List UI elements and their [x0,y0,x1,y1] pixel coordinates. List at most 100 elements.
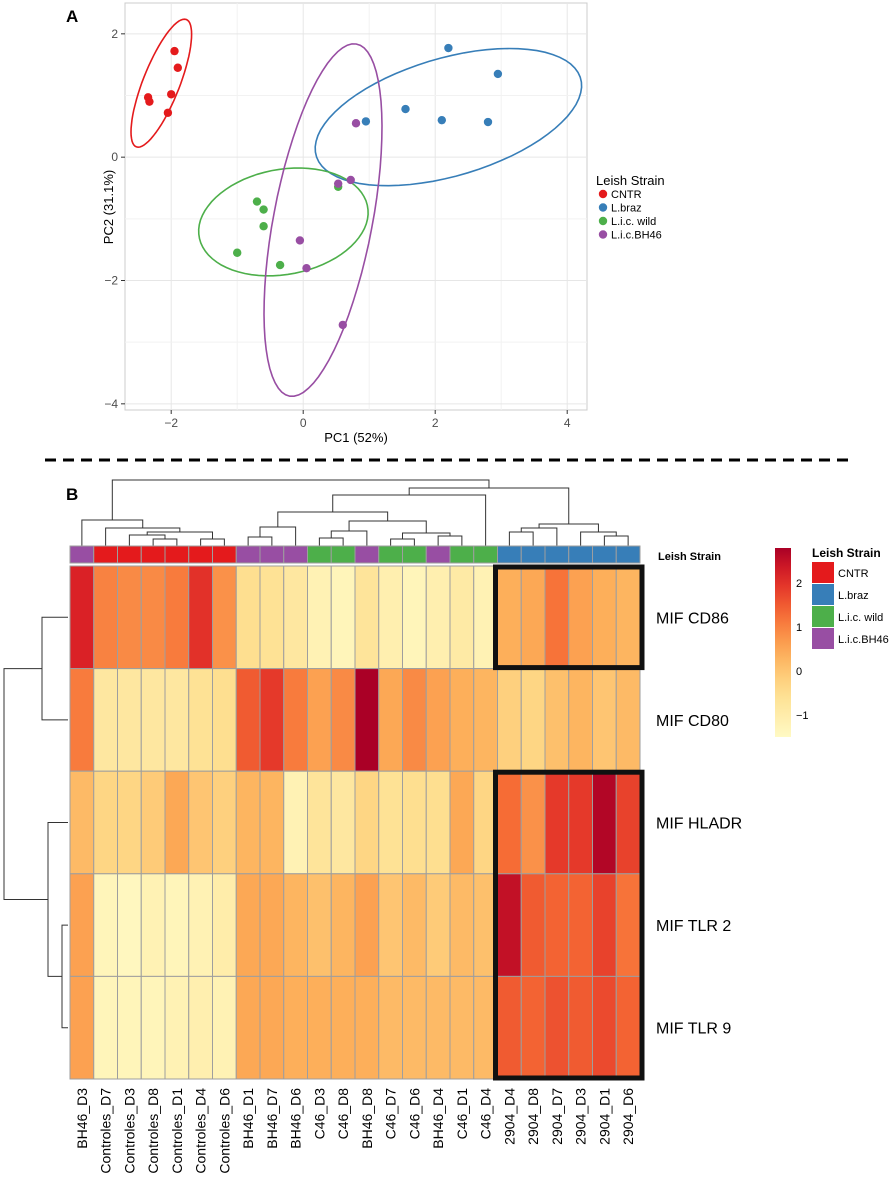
heatmap-cell [93,770,118,875]
pca-x-tick-label: 0 [300,416,307,430]
heatmap-column-label: C46_D7 [383,1088,399,1140]
heatmap-cell [188,668,213,772]
pca-plot-area [124,2,588,411]
heatmap-cell [69,975,95,1080]
color-scale-legend: 2 1 0 −1 [775,548,809,737]
pca-point [437,115,446,125]
heatmap-cell [354,565,380,670]
heatmap-cell [283,565,308,670]
heatmap-column-label: C46_D4 [478,1088,494,1140]
strain-legend-swatch [812,606,834,627]
pca-legend-swatch [598,216,608,226]
pca-x-axis-title: PC1 (52%) [324,430,388,445]
dendrogram-branch [520,527,558,546]
pca-point [333,179,343,188]
heatmap-cell [615,873,641,977]
pca-ellipses [130,18,583,397]
heatmap-cell [378,873,403,977]
pca-point [346,175,355,185]
strain-bar-cell [259,545,285,564]
heatmap-column-label: Controles_D7 [98,1088,114,1174]
strain-bar-cell [568,545,593,564]
heatmap-cell [117,565,142,670]
heatmap-cell [330,668,356,772]
heatmap-cell [235,975,261,1080]
heatmap-cell [140,873,166,977]
dendrogram-branch [408,487,570,524]
heatmap-cell [520,873,546,977]
pca-legend-swatch [598,230,608,239]
heatmap-cell [615,975,641,1080]
heatmap-cell [520,668,546,772]
heatmap-column-label: 2904_D4 [501,1088,517,1145]
strain-bar-cell [449,545,475,564]
pca-legend-label: L.i.c. wild [611,216,656,228]
heatmap-cell [283,873,308,977]
strain-legend-label: L.braz [838,590,869,602]
heatmap-cell [140,975,166,1080]
strain-legend-swatch [812,628,834,649]
pca-point [259,222,268,231]
heatmap-cell [93,975,118,1080]
heatmap-row-label: MIF HLADR [656,816,742,833]
dendrogram-branch [247,536,273,546]
row-dendrogram [3,616,68,1029]
heatmap-cell [235,770,261,875]
heatmap-cell [544,873,570,977]
heatmap-cell [425,770,451,875]
heatmap-cell [592,975,617,1080]
strain-annotation-bar [69,545,641,564]
strain-bar-cell [140,545,166,564]
pca-point [145,97,154,106]
heatmap-column-label: BH46_D3 [74,1088,90,1149]
heatmap-cell [212,565,237,670]
heatmap-cell [402,565,427,670]
pca-point [483,117,493,127]
heatmap-cell [568,975,593,1080]
heatmap-cell [188,565,213,670]
strain-legend-label: CNTR [838,568,869,580]
strain-legend-title: Leish Strain [812,546,881,560]
heatmap-cell [425,565,451,670]
dendrogram-branch [318,537,344,546]
strain-bar-cell [330,545,356,564]
heatmap-cell [425,873,451,977]
strain-bar-cell [473,545,498,564]
pca-ellipse-l-i-c-bh46 [263,43,383,397]
heatmap-column-label: C46_D8 [335,1088,351,1140]
pca-legend-swatch [598,203,608,212]
heatmap-cell [164,975,190,1080]
heatmap-cell [307,770,332,875]
pca-legend-label: L.braz [611,203,642,215]
heatmap-column-label: BH46_D6 [288,1088,304,1149]
heatmap-cell [449,975,475,1080]
pca-legend-swatch [598,189,608,199]
heatmap-cell [592,565,617,670]
pca-y-tick-label: 0 [111,150,118,164]
pca-point [338,320,347,330]
pca-point [163,108,173,117]
dendrogram-branch [111,479,490,520]
heatmap-cell [378,565,403,670]
heatmap-cell [544,975,570,1080]
heatmap-cell [117,975,142,1080]
heatmap-cell [354,873,380,977]
dendrogram-branch [128,534,166,546]
heatmap-cell [473,668,498,772]
heatmap-cell [568,668,593,772]
pca-point [444,43,453,53]
pca-ellipse-l-i-c-wild [197,167,369,277]
dendrogram-branch [200,538,225,546]
strain-bar-cell [520,545,546,564]
highlight-boxes [493,564,645,1081]
strain-bar-cell [402,545,427,564]
pca-y-tick-label: −4 [104,397,118,411]
color-scale-tick-label: 2 [796,578,802,590]
heatmap-cell [188,975,213,1080]
pca-point [401,104,410,114]
pca-tick-labels: −2 0 2 4 −4 −2 0 2 [104,27,571,430]
heatmap-cell [544,770,570,875]
dendrogram-branch [277,511,389,527]
heatmap-cell [212,770,237,875]
color-scale-tick-label: −1 [796,710,809,722]
